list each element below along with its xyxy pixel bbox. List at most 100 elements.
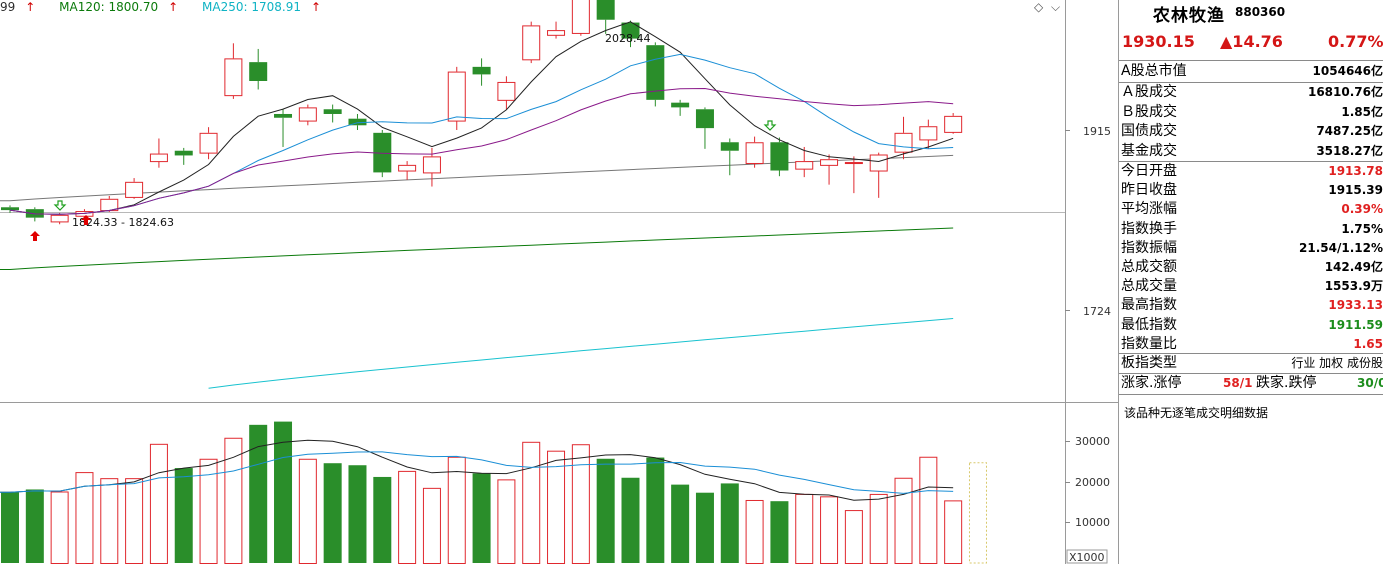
- divider: [1119, 161, 1383, 162]
- candlestick[interactable]: [522, 21, 541, 64]
- candlestick[interactable]: [571, 0, 590, 36]
- candlestick[interactable]: [646, 42, 665, 107]
- candlestick[interactable]: [249, 48, 268, 90]
- candlestick[interactable]: [547, 21, 566, 39]
- candlestick[interactable]: [149, 138, 168, 168]
- candlestick[interactable]: [373, 130, 392, 178]
- turnover-value: 16810.76亿: [1307, 85, 1383, 99]
- buy-signal-icon[interactable]: [81, 215, 91, 225]
- candlestick[interactable]: [695, 107, 714, 149]
- candlestick[interactable]: [274, 109, 293, 147]
- candlestick[interactable]: [869, 152, 888, 198]
- volume-bar[interactable]: [671, 484, 690, 563]
- volume-bar[interactable]: [795, 493, 814, 564]
- quote-panel: 农林牧渔 880360 1930.15 ▲14.76 0.77% A股总市值 1…: [1118, 0, 1383, 564]
- down-limit-value: 30/0: [1357, 376, 1383, 390]
- ma250-line: [208, 318, 954, 389]
- volume-bar[interactable]: [944, 500, 963, 564]
- volume-bar[interactable]: [249, 424, 268, 563]
- candlestick[interactable]: [1, 205, 19, 213]
- candlestick[interactable]: [174, 147, 193, 165]
- volume-bar[interactable]: [472, 473, 491, 563]
- volume-bar[interactable]: [25, 489, 44, 563]
- volume-bar[interactable]: [547, 450, 566, 564]
- candlestick[interactable]: [224, 43, 243, 99]
- stat-label: 总成交额: [1121, 259, 1177, 275]
- stat-value: 1933.13: [1328, 298, 1383, 313]
- board-type-value[interactable]: 行业 加权 成份股: [1291, 356, 1383, 370]
- volume-bar[interactable]: [348, 465, 367, 563]
- candlestick[interactable]: [298, 104, 317, 126]
- candlestick[interactable]: [894, 116, 913, 160]
- candlestick[interactable]: [944, 113, 963, 134]
- volume-bar[interactable]: [844, 510, 863, 564]
- candlestick[interactable]: [596, 0, 615, 34]
- volume-bar[interactable]: [497, 479, 516, 564]
- volume-bar[interactable]: [745, 499, 764, 564]
- candlestick[interactable]: [795, 146, 814, 178]
- candlestick[interactable]: [447, 66, 466, 130]
- buy-signal-icon[interactable]: [30, 231, 40, 241]
- candlestick[interactable]: [398, 161, 417, 180]
- stat-row: 最低指数 1911.59: [1119, 316, 1383, 335]
- volume-bar[interactable]: [869, 493, 888, 564]
- board-type-row: 板指类型 行业 加权 成份股: [1119, 354, 1383, 373]
- diamond-icon[interactable]: ◇: [1034, 0, 1044, 14]
- volume-bar[interactable]: [298, 458, 317, 564]
- volume-bar[interactable]: [398, 470, 417, 564]
- volume-bar[interactable]: [125, 478, 144, 564]
- candlesticks[interactable]: [1, 0, 963, 225]
- candlestick[interactable]: [820, 154, 839, 185]
- sell-signal-icon[interactable]: [763, 120, 777, 131]
- chevron-down-icon[interactable]: ⌵: [1051, 0, 1061, 14]
- high-price-label: 2028.44: [605, 32, 651, 45]
- volume-bar[interactable]: [1, 492, 19, 563]
- volume-bar[interactable]: [323, 463, 342, 563]
- limits-row: 涨家.涨停 58/1 跌家.跌停 30/0: [1119, 374, 1383, 393]
- volume-bar[interactable]: [373, 476, 392, 563]
- stat-label: 总成交量: [1121, 278, 1177, 295]
- ma250-indicator: MA250: 1708.91 ↑: [202, 0, 322, 14]
- candlestick[interactable]: [348, 113, 367, 130]
- volume-bar[interactable]: [447, 456, 466, 564]
- candlestick[interactable]: [422, 147, 441, 187]
- candlestick[interactable]: [720, 138, 739, 176]
- candlestick[interactable]: [323, 104, 342, 123]
- volume-bar[interactable]: [621, 477, 640, 563]
- stat-label: 最低指数: [1121, 316, 1177, 333]
- volume-bars[interactable]: [1, 421, 987, 564]
- candlestick[interactable]: [671, 99, 690, 116]
- candlestick[interactable]: [125, 178, 144, 199]
- kline-chart-area[interactable]: 1915 1724 30000 20000 10000 X1000 2028.4…: [0, 0, 1118, 564]
- volume-bar[interactable]: [820, 496, 839, 564]
- candlestick[interactable]: [472, 58, 491, 86]
- volume-bar[interactable]: [720, 483, 739, 563]
- volume-bar[interactable]: [100, 478, 119, 564]
- volume-bar[interactable]: [50, 491, 69, 564]
- candlestick[interactable]: [497, 76, 516, 110]
- candlestick[interactable]: [745, 136, 764, 168]
- volume-bar[interactable]: [571, 444, 590, 564]
- volume-bar[interactable]: [522, 441, 541, 564]
- candlestick[interactable]: [770, 137, 789, 177]
- index-code: 880360: [1235, 5, 1286, 19]
- volume-bar[interactable]: [596, 458, 615, 563]
- board-type-label: 板指类型: [1121, 355, 1177, 371]
- volume-bar[interactable]: [646, 457, 665, 563]
- divider: [1119, 394, 1383, 395]
- ma-prefix-label: 99 ↑: [0, 0, 36, 14]
- volume-bar[interactable]: [770, 501, 789, 563]
- volume-bar[interactable]: [422, 487, 441, 564]
- candlestick[interactable]: [844, 156, 863, 194]
- kline-chart-svg[interactable]: 1915 1724 30000 20000 10000 X1000 2028.4…: [0, 0, 1118, 564]
- stat-value: 142.49亿: [1324, 260, 1383, 274]
- volume-bar[interactable]: [149, 443, 168, 564]
- volume-bar[interactable]: [919, 456, 938, 564]
- volume-bar[interactable]: [174, 468, 193, 563]
- volume-bar[interactable]: [695, 492, 714, 563]
- stat-label: 昨日收盘: [1121, 182, 1177, 199]
- volume-bar[interactable]: [894, 477, 913, 564]
- stat-value: 1.75%: [1341, 221, 1383, 236]
- sell-signal-icon[interactable]: [53, 200, 67, 211]
- candlestick[interactable]: [199, 127, 218, 160]
